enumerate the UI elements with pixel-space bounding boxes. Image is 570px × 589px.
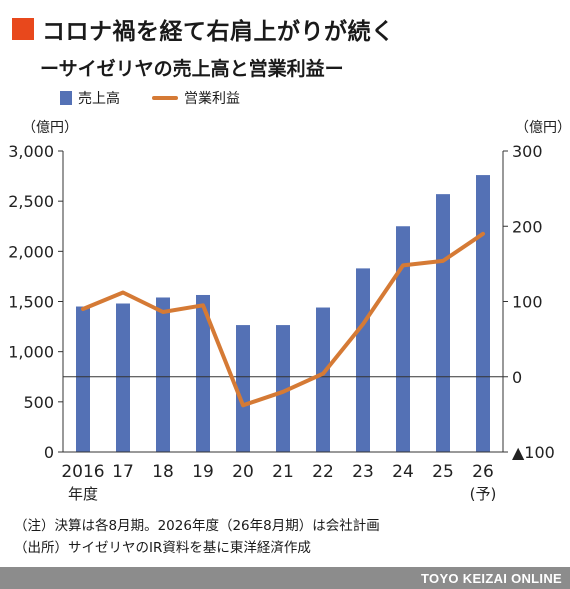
x-tick-label: 23 <box>352 462 374 482</box>
right-tick-label: 0 <box>512 368 522 387</box>
chart-subtitle: ーサイゼリヤの売上高と営業利益ー <box>40 58 344 80</box>
x-tick-label: 21 <box>272 462 294 482</box>
title-accent-square <box>12 18 34 40</box>
sales-bar-23 <box>356 268 370 452</box>
legend: 売上高 営業利益 <box>60 88 272 108</box>
chart-title: コロナ禍を経て右肩上がりが続く <box>42 19 395 45</box>
legend-bar-swatch <box>60 91 72 105</box>
x-tick-label: 24 <box>392 462 414 482</box>
sales-bar-18 <box>156 297 170 452</box>
right-tick-label: 100 <box>512 293 543 312</box>
sales-bar-19 <box>196 294 210 452</box>
x-tick-sublabel: 年度 <box>68 485 98 503</box>
right-tick-label: ▲100 <box>512 443 555 462</box>
left-tick-label: 1,500 <box>8 293 54 312</box>
x-tick-label: 2016 <box>61 462 104 482</box>
left-axis-unit: （億円） <box>22 120 78 136</box>
x-tick-label: 22 <box>312 462 334 482</box>
sales-bar-25 <box>436 194 450 453</box>
sales-bar-26 <box>476 175 490 452</box>
sales-bar-20 <box>236 325 250 452</box>
combo-chart: （億円） （億円） 0 500 1,000 1,500 2,000 2,500 3,000 ▲… <box>8 120 570 503</box>
right-tick-label: 200 <box>512 217 543 236</box>
right-axis-unit: （億円） <box>515 120 570 136</box>
note-source: （出所）サイゼリヤのIR資料を基に東洋経済作成 <box>14 540 311 556</box>
publisher-footer: TOYO KEIZAI ONLINE <box>0 567 570 589</box>
sales-bar-17 <box>116 303 130 452</box>
x-tick-label: 26 <box>472 462 494 482</box>
legend-item-profit: 営業利益 <box>152 88 240 108</box>
notes: （注）決算は各8月期。2026年度（26年8月期）は会社計画 （出所）サイゼリヤ… <box>14 515 380 559</box>
right-tick-label: 300 <box>512 142 543 161</box>
profit-line-group <box>81 231 485 408</box>
left-tick-label: 500 <box>23 393 54 412</box>
x-tick-sublabel: (予) <box>470 485 497 503</box>
left-tick-label: 1,000 <box>8 343 54 362</box>
axes <box>58 150 508 453</box>
legend-item-sales: 売上高 <box>60 88 120 108</box>
sales-bar-21 <box>276 325 290 452</box>
x-tick-label: 25 <box>432 462 454 482</box>
sales-bars <box>76 175 490 453</box>
tick-labels: 0 500 1,000 1,500 2,000 2,500 3,000 ▲100 0 100 200… <box>8 142 555 503</box>
left-tick-label: 2,000 <box>8 242 54 261</box>
x-tick-label: 19 <box>192 462 214 482</box>
x-tick-label: 17 <box>112 462 134 482</box>
legend-line-swatch <box>152 96 178 100</box>
legend-label-sales: 売上高 <box>78 91 120 107</box>
note-fiscal: （注）決算は各8月期。2026年度（26年8月期）は会社計画 <box>14 518 380 534</box>
title-row: コロナ禍を経て右肩上がりが続く <box>12 12 562 46</box>
sales-bar-22 <box>316 307 330 452</box>
left-tick-label: 2,500 <box>8 192 54 211</box>
sales-bar-2016 <box>76 306 90 452</box>
x-tick-label: 18 <box>152 462 174 482</box>
x-tick-label: 20 <box>232 462 254 482</box>
left-tick-label: 3,000 <box>8 142 54 161</box>
left-tick-label: 0 <box>44 443 54 462</box>
title-block: コロナ禍を経て右肩上がりが続く ーサイゼリヤの売上高と営業利益ー <box>12 12 562 81</box>
legend-label-profit: 営業利益 <box>184 91 240 107</box>
sales-bar-24 <box>396 226 410 452</box>
